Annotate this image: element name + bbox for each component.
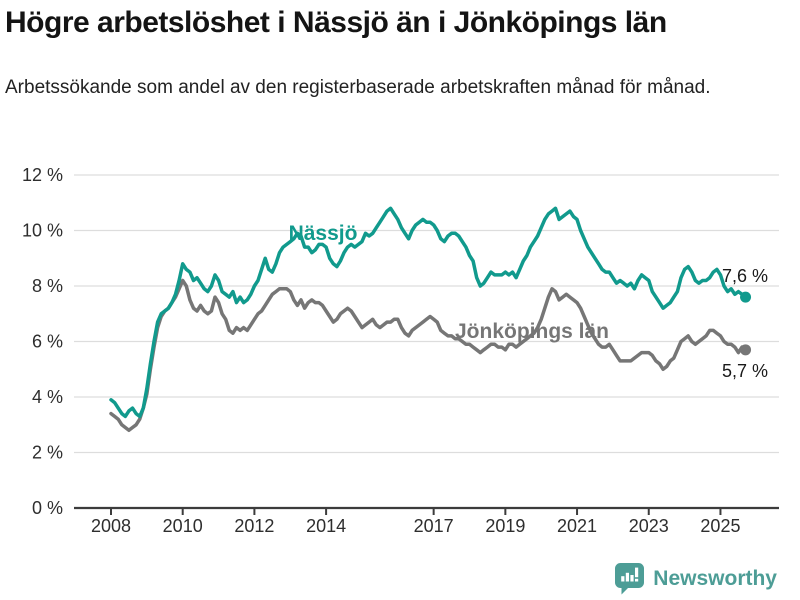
x-tick-label: 2012 [234, 516, 274, 536]
x-axis: 2008 2010 2012 2014 2017 2019 2021 2023 2025 [74, 506, 779, 536]
x-tick-label: 2017 [414, 516, 454, 536]
y-tick-label: 2 % [32, 443, 63, 463]
end-value-label: 5,7 % [722, 361, 768, 381]
newsworthy-logo[interactable]: Newsworthy [614, 562, 777, 595]
y-tick-label: 6 % [32, 332, 63, 352]
bar-chart-speech-bubble-icon [615, 563, 645, 595]
annotations: Nässjö 7,6 % Jönköpings län 5,7 % [289, 222, 768, 381]
x-tick-label: 2019 [485, 516, 525, 536]
end-value-label: 7,6 % [722, 266, 768, 286]
x-tick-label: 2025 [700, 516, 740, 536]
x-tick-label: 2023 [629, 516, 669, 536]
x-tick-label: 2021 [557, 516, 597, 536]
y-tick-label: 0 % [32, 498, 63, 518]
series-end-dot [740, 344, 752, 356]
y-tick-label: 8 % [32, 276, 63, 296]
series-label: Jönköpings län [455, 320, 609, 343]
gridlines [74, 174, 779, 454]
series-line-j-nk-pings-l-n [109, 278, 748, 433]
y-tick-label: 12 % [22, 165, 63, 185]
chart-subtitle: Arbetssökande som andel av den registerb… [5, 77, 711, 98]
x-tick-label: 2010 [163, 516, 203, 536]
series-label: Nässjö [289, 222, 358, 245]
series-end-dot [740, 291, 752, 303]
series-line-n-ssj- [109, 206, 748, 419]
y-axis-labels: 0 % 2 % 4 % 6 % 8 % 10 % 12 % [22, 165, 63, 518]
x-tick-label: 2008 [91, 516, 131, 536]
chart-title: Högre arbetslöshet i Nässjö än i Jönköpi… [5, 6, 667, 39]
y-tick-label: 10 % [22, 221, 63, 241]
data-series [109, 206, 752, 433]
y-tick-label: 4 % [32, 387, 63, 407]
x-tick-label: 2014 [306, 516, 346, 536]
brand-name: Newsworthy [653, 566, 777, 590]
